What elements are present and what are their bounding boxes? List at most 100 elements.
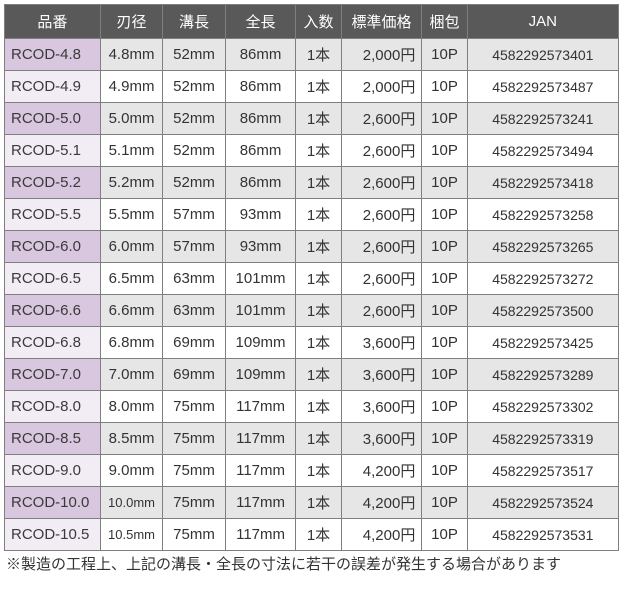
cell-jan: 4582292573401: [467, 39, 618, 71]
cell-code: RCOD-10.5: [5, 519, 101, 551]
cell-length: 93mm: [225, 199, 296, 231]
col-header-0: 品番: [5, 5, 101, 39]
cell-pack: 10P: [422, 295, 467, 327]
table-row: RCOD-9.09.0mm75mm117mm1本4,200円10P4582292…: [5, 455, 619, 487]
cell-price: 2,600円: [341, 199, 422, 231]
cell-groove: 69mm: [163, 327, 226, 359]
cell-price: 2,600円: [341, 103, 422, 135]
cell-qty: 1本: [296, 327, 341, 359]
cell-qty: 1本: [296, 519, 341, 551]
cell-pack: 10P: [422, 455, 467, 487]
cell-qty: 1本: [296, 391, 341, 423]
cell-jan: 4582292573265: [467, 231, 618, 263]
cell-length: 86mm: [225, 39, 296, 71]
table-row: RCOD-10.010.0mm75mm117mm1本4,200円10P45822…: [5, 487, 619, 519]
table-row: RCOD-4.94.9mm52mm86mm1本2,000円10P45822925…: [5, 71, 619, 103]
cell-jan: 4582292573319: [467, 423, 618, 455]
cell-groove: 75mm: [163, 487, 226, 519]
table-row: RCOD-7.07.0mm69mm109mm1本3,600円10P4582292…: [5, 359, 619, 391]
footnote: ※製造の工程上、上記の溝長・全長の寸法に若干の誤差が発生する場合があります: [4, 553, 619, 574]
cell-jan: 4582292573418: [467, 167, 618, 199]
cell-groove: 63mm: [163, 263, 226, 295]
cell-groove: 57mm: [163, 199, 226, 231]
cell-pack: 10P: [422, 391, 467, 423]
cell-jan: 4582292573302: [467, 391, 618, 423]
cell-code: RCOD-10.0: [5, 487, 101, 519]
cell-price: 4,200円: [341, 519, 422, 551]
col-header-5: 標準価格: [341, 5, 422, 39]
col-header-2: 溝長: [163, 5, 226, 39]
table-row: RCOD-4.84.8mm52mm86mm1本2,000円10P45822925…: [5, 39, 619, 71]
cell-jan: 4582292573531: [467, 519, 618, 551]
table-header-row: 品番刃径溝長全長入数標準価格梱包JAN: [5, 5, 619, 39]
cell-jan: 4582292573524: [467, 487, 618, 519]
cell-dia: 4.8mm: [100, 39, 163, 71]
cell-length: 117mm: [225, 519, 296, 551]
cell-pack: 10P: [422, 71, 467, 103]
cell-groove: 57mm: [163, 231, 226, 263]
cell-price: 3,600円: [341, 327, 422, 359]
cell-price: 2,600円: [341, 295, 422, 327]
cell-code: RCOD-6.6: [5, 295, 101, 327]
cell-code: RCOD-9.0: [5, 455, 101, 487]
cell-code: RCOD-5.1: [5, 135, 101, 167]
cell-jan: 4582292573289: [467, 359, 618, 391]
cell-jan: 4582292573425: [467, 327, 618, 359]
cell-qty: 1本: [296, 359, 341, 391]
cell-groove: 75mm: [163, 391, 226, 423]
cell-pack: 10P: [422, 423, 467, 455]
cell-length: 101mm: [225, 295, 296, 327]
cell-pack: 10P: [422, 359, 467, 391]
cell-jan: 4582292573500: [467, 295, 618, 327]
cell-pack: 10P: [422, 487, 467, 519]
cell-length: 109mm: [225, 359, 296, 391]
cell-groove: 52mm: [163, 39, 226, 71]
cell-qty: 1本: [296, 263, 341, 295]
cell-pack: 10P: [422, 199, 467, 231]
table-row: RCOD-8.08.0mm75mm117mm1本3,600円10P4582292…: [5, 391, 619, 423]
cell-length: 117mm: [225, 423, 296, 455]
cell-code: RCOD-6.5: [5, 263, 101, 295]
cell-jan: 4582292573487: [467, 71, 618, 103]
cell-length: 93mm: [225, 231, 296, 263]
cell-jan: 4582292573272: [467, 263, 618, 295]
cell-dia: 10.0mm: [100, 487, 163, 519]
cell-length: 86mm: [225, 71, 296, 103]
cell-qty: 1本: [296, 487, 341, 519]
cell-qty: 1本: [296, 231, 341, 263]
table-row: RCOD-5.15.1mm52mm86mm1本2,600円10P45822925…: [5, 135, 619, 167]
cell-jan: 4582292573258: [467, 199, 618, 231]
cell-code: RCOD-4.8: [5, 39, 101, 71]
table-row: RCOD-5.25.2mm52mm86mm1本2,600円10P45822925…: [5, 167, 619, 199]
cell-groove: 75mm: [163, 423, 226, 455]
cell-pack: 10P: [422, 263, 467, 295]
table-row: RCOD-6.86.8mm69mm109mm1本3,600円10P4582292…: [5, 327, 619, 359]
cell-pack: 10P: [422, 39, 467, 71]
cell-price: 3,600円: [341, 423, 422, 455]
cell-dia: 6.0mm: [100, 231, 163, 263]
cell-code: RCOD-6.8: [5, 327, 101, 359]
cell-dia: 10.5mm: [100, 519, 163, 551]
cell-length: 117mm: [225, 487, 296, 519]
cell-dia: 5.0mm: [100, 103, 163, 135]
cell-dia: 5.5mm: [100, 199, 163, 231]
cell-dia: 7.0mm: [100, 359, 163, 391]
cell-dia: 9.0mm: [100, 455, 163, 487]
col-header-3: 全長: [225, 5, 296, 39]
cell-dia: 5.2mm: [100, 167, 163, 199]
col-header-7: JAN: [467, 5, 618, 39]
cell-dia: 4.9mm: [100, 71, 163, 103]
cell-qty: 1本: [296, 39, 341, 71]
product-table: 品番刃径溝長全長入数標準価格梱包JAN RCOD-4.84.8mm52mm86m…: [4, 4, 619, 551]
cell-pack: 10P: [422, 519, 467, 551]
table-row: RCOD-10.510.5mm75mm117mm1本4,200円10P45822…: [5, 519, 619, 551]
cell-length: 109mm: [225, 327, 296, 359]
cell-qty: 1本: [296, 295, 341, 327]
cell-groove: 69mm: [163, 359, 226, 391]
cell-groove: 52mm: [163, 167, 226, 199]
cell-qty: 1本: [296, 199, 341, 231]
table-row: RCOD-8.58.5mm75mm117mm1本3,600円10P4582292…: [5, 423, 619, 455]
cell-code: RCOD-8.5: [5, 423, 101, 455]
cell-jan: 4582292573517: [467, 455, 618, 487]
cell-groove: 52mm: [163, 135, 226, 167]
